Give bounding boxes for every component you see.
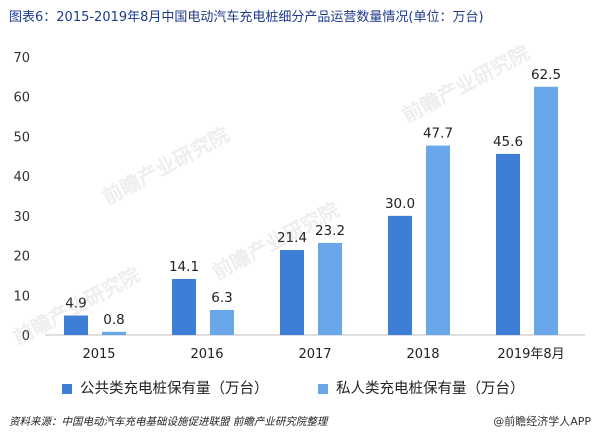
bar-private xyxy=(102,331,126,335)
legend-label-private: 私人类充电桩保有量（万台） xyxy=(336,381,525,397)
bar-public xyxy=(172,279,196,335)
legend-label-public: 公共类充电桩保有量（万台） xyxy=(80,381,269,397)
legend-item-public: 公共类充电桩保有量（万台） xyxy=(62,377,269,398)
data-label: 45.6 xyxy=(493,134,523,150)
publisher-logo: @前瞻经济学人APP xyxy=(493,415,591,428)
data-label: 23.2 xyxy=(315,223,345,239)
y-tick-label: 50 xyxy=(13,130,30,145)
y-tick-label: 30 xyxy=(13,210,30,225)
data-label: 47.7 xyxy=(423,126,453,142)
data-label: 62.5 xyxy=(531,67,561,83)
bars xyxy=(64,86,558,336)
bar-public xyxy=(280,250,304,335)
y-tick-label: 40 xyxy=(13,170,30,185)
y-tick-label: 20 xyxy=(13,250,30,265)
bar-private xyxy=(426,145,450,335)
bar-public xyxy=(496,153,520,335)
data-label: 6.3 xyxy=(211,290,232,306)
footer: 资料来源：中国电动汽车充电基础设施促进联盟 前瞻产业研究院整理 @前瞻经济学人A… xyxy=(0,406,599,444)
x-tick-label: 2017 xyxy=(298,347,331,362)
legend-swatch-private xyxy=(318,384,328,394)
y-tick-label: 60 xyxy=(13,91,30,106)
bar-public xyxy=(388,215,412,335)
legend-item-private: 私人类充电桩保有量（万台） xyxy=(318,377,525,398)
data-label: 14.1 xyxy=(169,259,199,275)
chart-title: 图表6：2015-2019年8月中国电动汽车充电桩细分产品运营数量情况(单位：万… xyxy=(9,10,484,25)
x-axis: 2015 2016 2017 2018 2019年8月 xyxy=(45,334,585,362)
y-axis: 0 10 20 30 40 50 60 70 xyxy=(13,51,30,344)
x-tick-label: 2019年8月 xyxy=(497,347,564,362)
y-tick-label: 70 xyxy=(13,51,30,66)
data-labels: 4.9 14.1 21.4 30.0 45.6 0.8 6.3 23.2 47.7 62.5 xyxy=(65,67,561,328)
data-label: 21.4 xyxy=(277,230,307,246)
legend: 公共类充电桩保有量（万台） 私人类充电桩保有量（万台） xyxy=(0,377,599,399)
x-tick-label: 2016 xyxy=(190,347,223,362)
x-tick-label: 2018 xyxy=(406,347,439,362)
bar-private xyxy=(210,309,234,335)
data-label: 0.8 xyxy=(103,312,124,328)
data-label: 4.9 xyxy=(65,296,86,312)
bar-private xyxy=(534,86,558,336)
x-tick-label: 2015 xyxy=(82,347,115,362)
source-note: 资料来源：中国电动汽车充电基础设施促进联盟 前瞻产业研究院整理 xyxy=(9,416,328,428)
y-tick-label: 0 xyxy=(22,329,30,344)
y-tick-label: 10 xyxy=(13,289,30,304)
bar-private xyxy=(318,242,342,335)
bar-public xyxy=(64,315,88,335)
data-label: 30.0 xyxy=(385,196,415,212)
legend-swatch-public xyxy=(62,384,72,394)
